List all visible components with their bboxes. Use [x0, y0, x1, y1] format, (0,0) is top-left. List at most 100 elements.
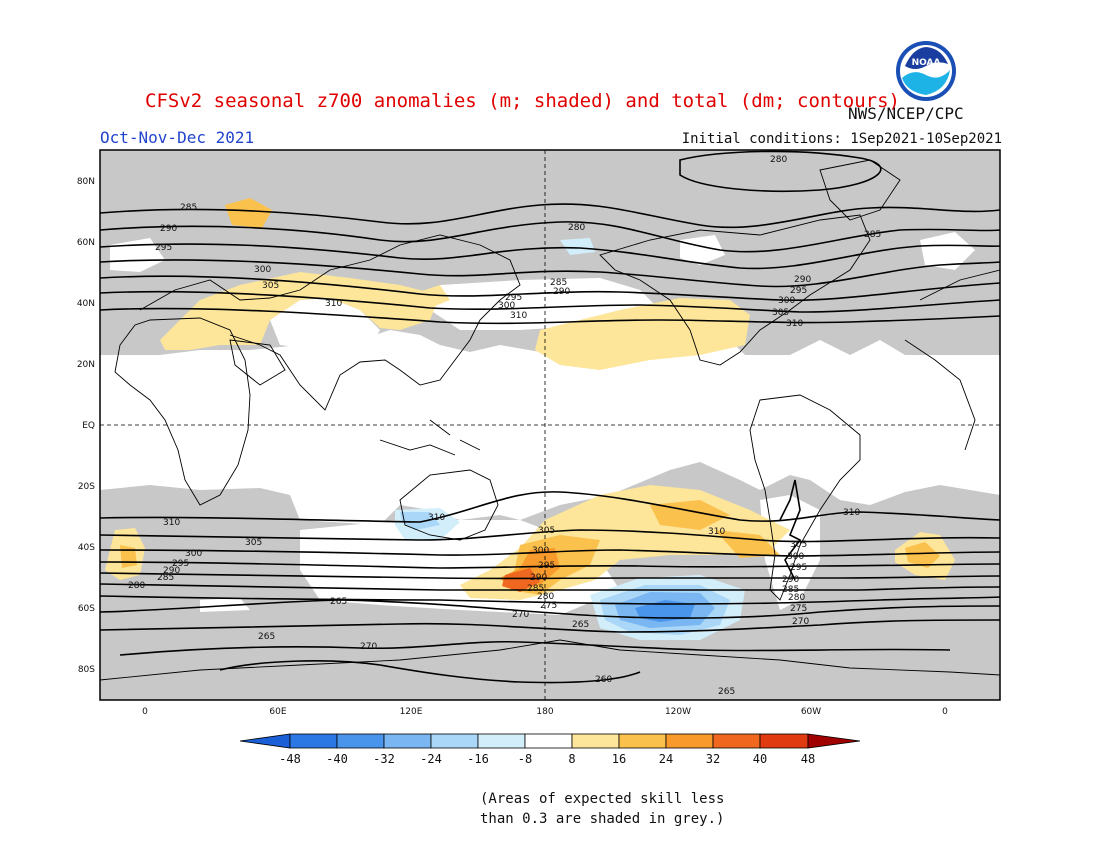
- contour-label: 285: [782, 585, 799, 595]
- skill-note-line-1: (Areas of expected skill less: [480, 791, 725, 807]
- colorbar-lower-arrow: [239, 733, 291, 749]
- contour-label: 270: [360, 642, 377, 652]
- contour-label: 285: [864, 230, 881, 240]
- colorbar-swatch: [430, 733, 479, 749]
- contour-label: 265: [258, 632, 275, 642]
- chart-title: CFSv2 seasonal z700 anomalies (m; shaded…: [145, 90, 900, 112]
- colorbar-tick: -16: [467, 752, 489, 766]
- contour-label: 310: [708, 527, 725, 537]
- colorbar-swatch: [571, 733, 620, 749]
- contour-label: 305: [245, 538, 262, 548]
- contour-label: 310: [428, 513, 445, 523]
- contour-label: 295: [505, 293, 522, 303]
- contour-label: 265: [572, 620, 589, 630]
- lat-label: 60S: [78, 604, 95, 614]
- map-frame: [99, 149, 1001, 701]
- contour-label: 310: [786, 319, 803, 329]
- noaa-logo: NOAA: [896, 41, 956, 101]
- lon-label: 120W: [665, 707, 691, 717]
- lat-label: 80S: [78, 665, 95, 675]
- lon-label: 180: [536, 707, 553, 717]
- colorbar-tick: 16: [612, 752, 626, 766]
- lon-label: 60W: [801, 707, 821, 717]
- colorbar-tick: 8: [568, 752, 575, 766]
- contour-label: 290: [794, 275, 811, 285]
- contour-label: 290: [553, 287, 570, 297]
- contour-label: 260: [595, 675, 612, 685]
- contour-label: 285: [157, 573, 174, 583]
- contour-label: 305: [262, 281, 279, 291]
- colorbar-tick: -32: [373, 752, 395, 766]
- contour-label: 300: [498, 301, 515, 311]
- contour-label: 265: [718, 687, 735, 697]
- contour-label: 270: [512, 610, 529, 620]
- contour-label: 300: [778, 296, 795, 306]
- lon-label: 0: [142, 707, 148, 717]
- lon-label: 60E: [269, 707, 286, 717]
- lon-label: 120E: [400, 707, 423, 717]
- lat-label: 20N: [77, 360, 95, 370]
- contour-label: 280: [568, 223, 585, 233]
- contour-label: 310: [163, 518, 180, 528]
- lat-label: 80N: [77, 177, 95, 187]
- colorbar: [239, 733, 861, 749]
- colorbar-swatch: [665, 733, 714, 749]
- lat-label: 40N: [77, 299, 95, 309]
- contour-label: 265: [330, 597, 347, 607]
- colorbar-swatch: [383, 733, 432, 749]
- contour-label: 285: [527, 584, 544, 594]
- lat-label: EQ: [82, 421, 95, 431]
- skill-note-line-2: than 0.3 are shaded in grey.): [480, 811, 725, 827]
- colorbar-tick: 48: [801, 752, 815, 766]
- colorbar-swatch: [712, 733, 761, 749]
- contour-label: 285: [550, 278, 567, 288]
- contour-label: 290: [163, 566, 180, 576]
- contour-label: 280: [770, 155, 787, 165]
- map-gridlines: [100, 150, 1000, 700]
- colorbar-upper-arrow: [807, 733, 861, 749]
- latitude-axis: 80N 60N 40N 20N EQ 20S 40S 60S 80S: [77, 177, 95, 675]
- map-panel: 280 285 290 295 300 305 310 310 310 305 …: [100, 150, 1000, 700]
- season-label: Oct-Nov-Dec 2021: [100, 128, 255, 147]
- contour-label: 300: [254, 265, 271, 275]
- contour-label: 275: [540, 601, 557, 611]
- contour-label: 295: [155, 243, 172, 253]
- contour-label: 295: [790, 563, 807, 573]
- colorbar-swatch: [477, 733, 526, 749]
- contour-label: 305: [538, 526, 555, 536]
- contour-label: 310: [843, 508, 860, 518]
- colorbar-tick: 32: [706, 752, 720, 766]
- contour-label: 290: [782, 575, 799, 585]
- contour-label: 310: [510, 311, 527, 321]
- colorbar-swatch: [759, 733, 809, 749]
- colorbar-swatch: [336, 733, 385, 749]
- height-contours: [100, 150, 1000, 684]
- colorbar-tick: -8: [518, 752, 532, 766]
- contour-label: 300: [185, 549, 202, 559]
- contour-label: 275: [790, 604, 807, 614]
- contour-label: 270: [792, 617, 809, 627]
- contour-label: 295: [790, 286, 807, 296]
- contour-label: 290: [530, 573, 547, 583]
- noaa-logo-text: NOAA: [912, 58, 941, 68]
- contour-label: 280: [537, 592, 554, 602]
- contour-label: 305: [772, 308, 789, 318]
- colorbar-ticks: -48 -40 -32 -24 -16 -8 8 16 24 32 40 48: [279, 752, 815, 766]
- contour-label: 295: [172, 559, 189, 569]
- colorbar-swatch: [524, 733, 573, 749]
- colorbar-swatch: [289, 733, 338, 749]
- lat-label: 40S: [78, 543, 95, 553]
- negative-anomalies: [395, 238, 745, 640]
- contour-label: 305: [790, 540, 807, 550]
- initial-conditions-label: Initial conditions: 1Sep2021-10Sep2021: [681, 131, 1002, 147]
- agency-label: NWS/NCEP/CPC: [848, 104, 964, 123]
- contour-label: 285: [180, 203, 197, 213]
- colorbar-tick: -48: [279, 752, 301, 766]
- colorbar-tick: 40: [753, 752, 767, 766]
- colorbar-tick: -40: [326, 752, 348, 766]
- colorbar-swatch: [618, 733, 667, 749]
- contour-label: 290: [160, 224, 177, 234]
- contour-labels: 280 285 290 295 300 305 310 310 310 305 …: [128, 155, 881, 697]
- lon-label: 0: [942, 707, 948, 717]
